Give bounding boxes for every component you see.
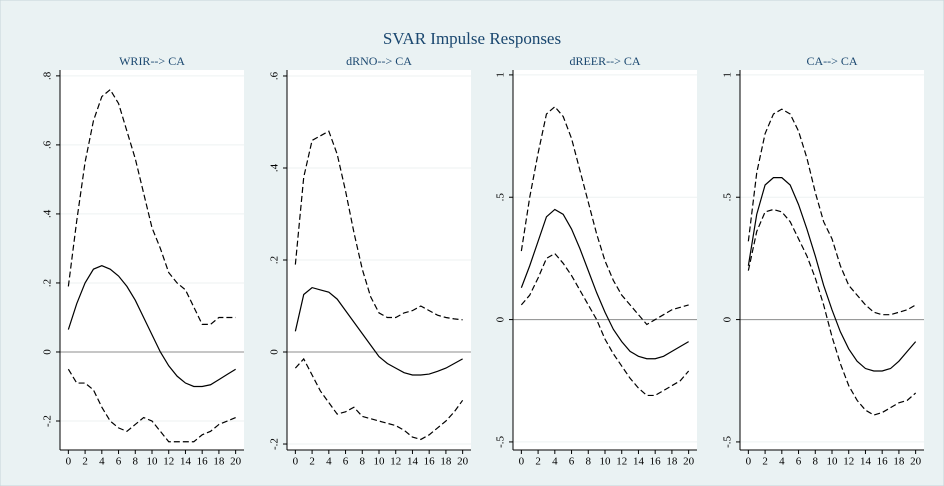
x-tick-label: 10 (827, 456, 839, 468)
x-tick-label: 14 (407, 456, 419, 468)
series-line (747, 208, 917, 416)
x-tick-label: 0 (746, 456, 752, 468)
x-tick-label: 6 (116, 456, 122, 468)
x-tick-label: 2 (762, 456, 768, 468)
y-tick-label: -.5 (495, 435, 507, 447)
y-tick-label: .5 (722, 193, 734, 202)
x-tick-label: 8 (133, 456, 139, 468)
x-tick-label: 8 (586, 456, 592, 468)
x-tick-label: 2 (82, 456, 88, 468)
x-tick-label: 16 (650, 456, 662, 468)
y-tick-label: 0 (42, 349, 54, 355)
y-tick-label: .6 (269, 71, 281, 80)
y-tick-label: 1 (495, 72, 507, 78)
panel-title: dRNO--> CA (346, 54, 412, 68)
series-line (747, 177, 917, 372)
series-line (294, 286, 463, 376)
series-line (747, 108, 916, 316)
y-tick-label: 1 (722, 72, 734, 78)
x-tick-label: 16 (424, 456, 436, 468)
x-tick-label: 14 (180, 456, 192, 468)
x-tick-label: 6 (569, 456, 575, 468)
y-tick-label: -.2 (42, 415, 54, 427)
x-tick-label: 0 (293, 456, 299, 468)
x-tick-label: 16 (197, 456, 209, 468)
series-line (520, 252, 690, 397)
x-tick-label: 14 (633, 456, 645, 468)
x-tick-label: 10 (374, 456, 386, 468)
x-tick-label: 2 (535, 456, 541, 468)
x-tick-label: 20 (683, 456, 695, 468)
series-line (294, 130, 463, 321)
x-tick-label: 0 (519, 456, 525, 468)
x-tick-label: 6 (796, 456, 802, 468)
x-tick-label: 4 (779, 456, 785, 468)
x-tick-label: 20 (457, 456, 469, 468)
x-tick-label: 4 (552, 456, 558, 468)
x-tick-label: 6 (343, 456, 349, 468)
x-tick-label: 12 (616, 456, 627, 468)
panel-title: WRIR--> CA (119, 54, 185, 68)
y-tick-label: 0 (495, 316, 507, 322)
x-tick-label: 18 (666, 456, 678, 468)
y-tick-label: .4 (42, 209, 54, 218)
y-tick-label: .2 (269, 256, 281, 264)
x-tick-label: 8 (813, 456, 819, 468)
y-tick-label: .5 (495, 193, 507, 202)
y-tick-label: 0 (269, 349, 281, 355)
x-tick-label: 16 (877, 456, 889, 468)
series-line (67, 265, 236, 388)
x-tick-label: 18 (893, 456, 905, 468)
plot-area (740, 70, 924, 450)
x-tick-label: 8 (360, 456, 366, 468)
x-tick-label: 0 (66, 456, 72, 468)
x-tick-label: 10 (600, 456, 612, 468)
plot-area (513, 70, 697, 450)
x-tick-label: 20 (910, 456, 922, 468)
y-tick-label: .2 (42, 279, 54, 287)
x-tick-label: 10 (147, 456, 159, 468)
x-tick-label: 14 (860, 456, 872, 468)
series-line (520, 105, 689, 326)
series-line (67, 88, 236, 325)
plot-area (60, 70, 244, 450)
series-line (520, 208, 689, 360)
x-tick-label: 4 (99, 456, 105, 468)
panel-title: dREER--> CA (569, 54, 640, 68)
x-tick-label: 20 (230, 456, 242, 468)
x-tick-label: 2 (309, 456, 315, 468)
y-tick-label: -.5 (722, 435, 734, 447)
y-tick-label: 0 (722, 316, 734, 322)
y-tick-label: .4 (269, 163, 281, 172)
x-tick-label: 18 (440, 456, 452, 468)
panel-title: CA--> CA (806, 54, 857, 68)
y-tick-label: .6 (42, 140, 54, 149)
x-tick-label: 12 (843, 456, 854, 468)
x-tick-label: 12 (390, 456, 401, 468)
series-line (67, 368, 236, 443)
y-tick-label: -.2 (269, 438, 281, 450)
x-tick-label: 4 (326, 456, 332, 468)
x-tick-label: 12 (163, 456, 174, 468)
chart-title: SVAR Impulse Responses (383, 29, 561, 48)
x-tick-label: 18 (213, 456, 225, 468)
y-tick-label: .8 (42, 71, 54, 80)
